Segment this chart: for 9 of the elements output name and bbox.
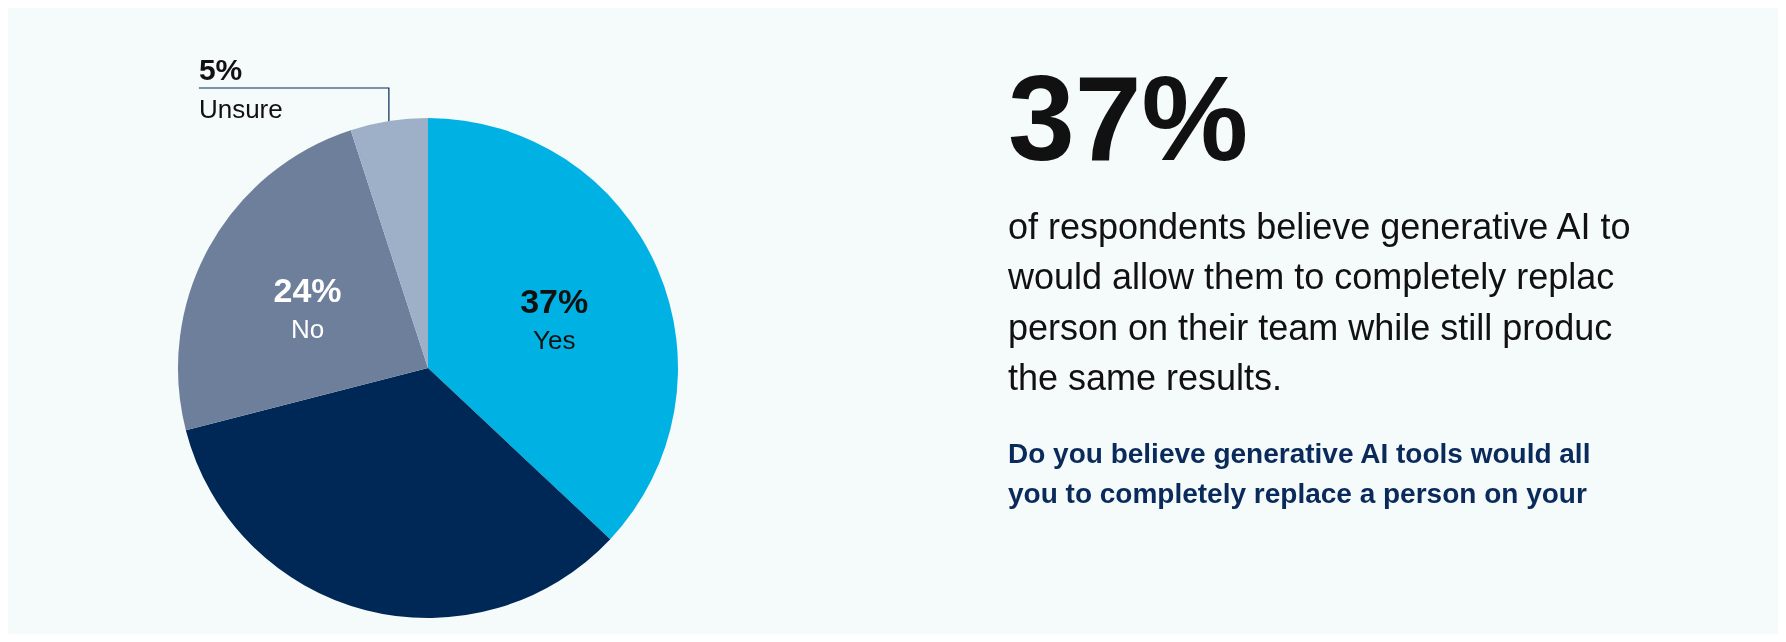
data-label: 24% (273, 270, 342, 309)
slice-label: Unsure (198, 94, 283, 124)
data-label: 5% (198, 53, 243, 86)
text: Do you believe generative AI tools would all you to completely replace a person on your (1008, 436, 1592, 512)
data-label: 37% (520, 282, 589, 321)
slice-label: No (290, 313, 325, 344)
slice-label: Yes (532, 325, 576, 356)
text: of respondents believe generative AI to would allow them to completely replac person on their team while still produc the same results. (1008, 205, 1632, 401)
text: 37% (1008, 51, 1250, 185)
